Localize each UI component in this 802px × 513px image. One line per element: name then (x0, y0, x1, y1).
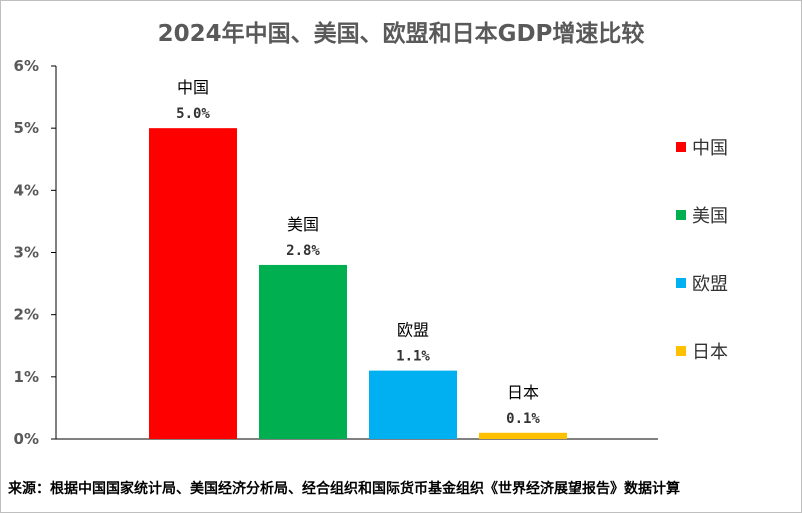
bar-value-label: 5.0% (176, 106, 210, 122)
source-note: 来源：根据中国国家统计局、美国经济分析局、经合组织和国际货币基金组织《世界经济展… (8, 481, 680, 497)
legend-item: 欧盟 (676, 269, 776, 297)
y-tick-label: 0% (14, 430, 39, 448)
bar-value-label: 1.1% (396, 349, 430, 365)
legend-swatch (676, 346, 686, 356)
y-tick-label: 1% (14, 368, 39, 386)
legend-item: 日本 (676, 337, 776, 365)
legend-label: 美国 (692, 206, 728, 227)
bar-value-label: 2.8% (286, 243, 320, 259)
legend-label: 日本 (692, 342, 728, 363)
bar-3 (369, 370, 457, 439)
y-tick-label: 3% (14, 244, 39, 262)
legend-label: 欧盟 (692, 274, 728, 295)
legend-swatch (676, 142, 686, 152)
legend-swatch (676, 278, 686, 288)
y-tick-label: 4% (14, 181, 39, 199)
legend-item: 中国 (676, 133, 776, 161)
bar-2 (259, 264, 347, 439)
legend-swatch (676, 210, 686, 220)
bar-4 (479, 432, 567, 439)
bar-category-label: 日本 (507, 383, 539, 402)
bar-category-label: 中国 (177, 78, 209, 97)
legend-item: 美国 (676, 201, 776, 229)
legend-label: 中国 (692, 138, 728, 159)
bar-category-label: 美国 (287, 215, 319, 234)
bar-category-label: 欧盟 (397, 321, 429, 340)
y-tick-label: 2% (14, 306, 39, 324)
chart-title: 2024年中国、美国、欧盟和日本GDP增速比较 (157, 21, 645, 47)
y-tick-label: 6% (14, 57, 39, 75)
bar-1 (149, 128, 237, 439)
bar-value-label: 0.1% (506, 411, 540, 427)
y-tick-label: 5% (14, 119, 39, 137)
